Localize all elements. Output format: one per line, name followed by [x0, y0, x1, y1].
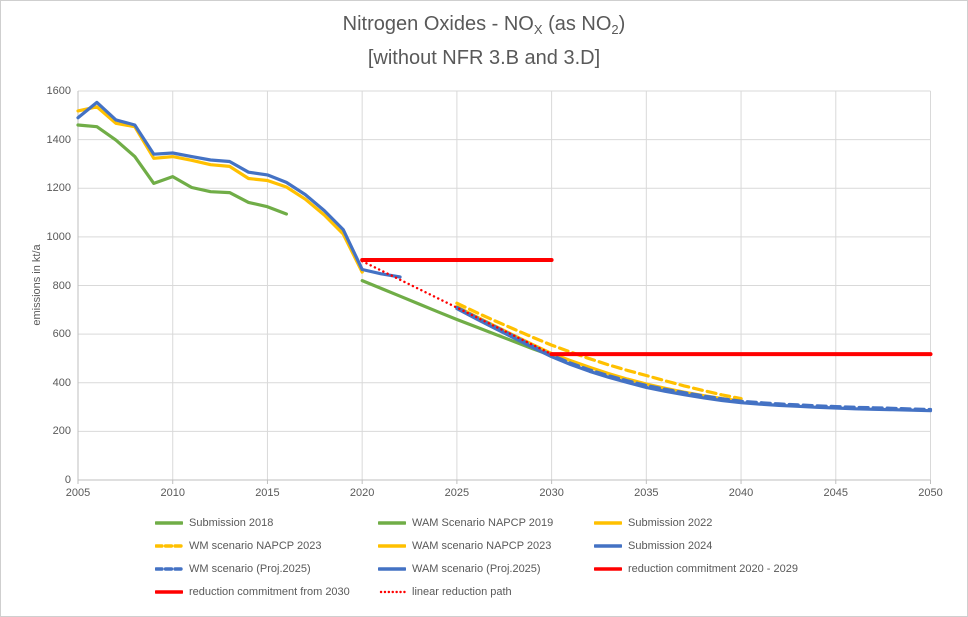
legend-label: reduction commitment 2020 - 2029 [628, 563, 798, 575]
y-tick-label: 200 [52, 425, 71, 438]
series-wam-scenario-napcp-2019 [360, 279, 554, 358]
legend-item: Submission 2018 [155, 517, 273, 529]
x-tick-label: 2030 [539, 487, 564, 499]
legend-label: Submission 2022 [628, 517, 713, 529]
legend-key-dashed [155, 567, 183, 571]
legend-item: reduction commitment from 2030 [155, 586, 350, 598]
y-tick-label: 1200 [46, 182, 71, 195]
legend-label: Submission 2018 [189, 517, 274, 529]
x-tick-label: 2040 [728, 487, 754, 499]
legend-key-dotted [379, 590, 406, 594]
legend-label: linear reduction path [412, 586, 512, 598]
title-text: Nitrogen Oxides - NO [342, 13, 534, 35]
title-subscript-2: 2 [611, 22, 619, 37]
series-wm-scenario-napcp-2023 [455, 301, 743, 401]
y-tick-label: 1000 [46, 230, 71, 243]
legend-key-dashed [155, 544, 183, 548]
legend-key-solid [594, 521, 622, 525]
series-submission-2024 [76, 100, 402, 279]
chart-title-line2: [without NFR 3.B and 3.D] [367, 47, 601, 69]
legend-key-solid [594, 567, 622, 571]
title-subscript-x: X [533, 22, 543, 37]
x-tick-label: 2050 [918, 487, 943, 499]
legend-item: reduction commitment 2020 - 2029 [594, 563, 798, 575]
legend-key-solid [378, 544, 406, 548]
chart-legend: Submission 2018 WAM Scenario NAPCP 2019 Su… [0, 0, 968, 598]
y-tick-label: 1600 [46, 85, 71, 97]
legend-label: reduction commitment from 2030 [189, 586, 350, 598]
x-tick-label: 2010 [160, 487, 185, 499]
x-tick-label: 2015 [255, 487, 280, 499]
legend-item: Submission 2022 [594, 517, 712, 529]
x-tick-label: 2035 [634, 487, 659, 499]
title-text: ) [618, 13, 626, 35]
y-tick-label: 400 [52, 376, 71, 389]
y-tick-label: 800 [52, 279, 71, 292]
x-tick-label: 2045 [823, 487, 848, 499]
legend-label: WM scenario (Proj.2025) [189, 563, 311, 575]
legend-item: WAM Scenario NAPCP 2019 [378, 517, 553, 529]
series-wm-scenario-proj-2025 [455, 305, 933, 412]
legend-label: WAM Scenario NAPCP 2019 [412, 517, 554, 529]
series-submission-2018 [76, 123, 288, 216]
y-tick-label: 0 [64, 474, 71, 486]
legend-item: WM scenario (Proj.2025) [155, 563, 311, 575]
legend-key-solid [594, 544, 622, 548]
legend-key-solid [378, 521, 406, 525]
legend-item: WAM scenario NAPCP 2023 [378, 540, 551, 552]
legend-label: Submission 2024 [628, 540, 713, 552]
series-submission-2022 [76, 105, 364, 274]
legend-key-solid [155, 590, 183, 594]
legend-key-solid [378, 567, 406, 571]
chart-title: Nitrogen Oxides - NOX (as NO2) [without … [0, 10, 968, 73]
x-tick-label: 2025 [444, 487, 470, 499]
y-tick-label: 1400 [46, 133, 71, 146]
legend-item: WAM scenario (Proj.2025) [378, 563, 541, 575]
legend-label: WM scenario NAPCP 2023 [189, 540, 322, 552]
legend-key-solid [155, 521, 183, 525]
y-tick-label: 600 [52, 328, 71, 341]
x-tick-label: 2005 [65, 487, 91, 499]
chart-title-line1: Nitrogen Oxides - NOX (as NO2) [0, 10, 968, 44]
legend-item: Submission 2024 [594, 540, 712, 552]
legend-item: WM scenario NAPCP 2023 [155, 540, 321, 552]
legend-label: WAM scenario (Proj.2025) [412, 563, 541, 575]
title-text: (as NO [542, 13, 612, 35]
x-tick-label: 2020 [349, 487, 375, 499]
legend-item: linear reduction path [378, 586, 512, 598]
legend-label: WAM scenario NAPCP 2023 [412, 540, 552, 552]
